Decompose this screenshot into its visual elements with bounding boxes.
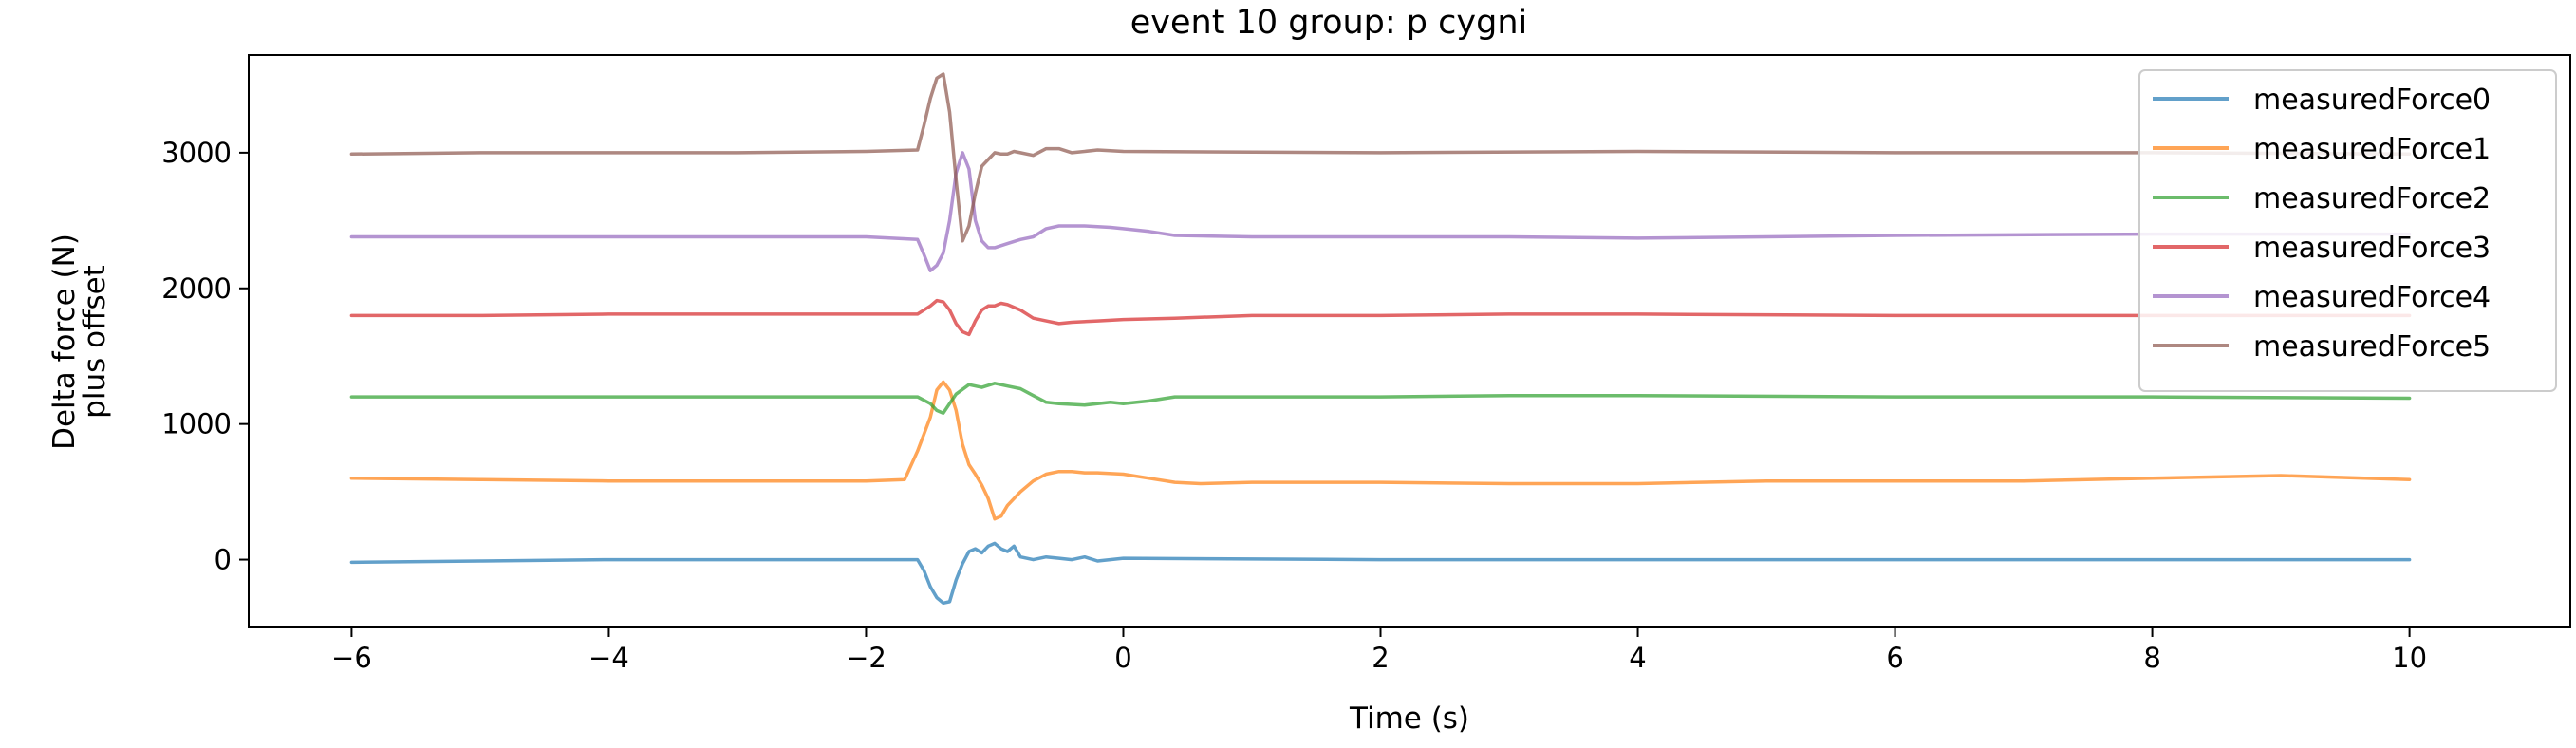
series-line-measuredForce4 <box>349 151 2412 272</box>
axes-frame <box>248 54 2571 628</box>
y-tick-label: 1000 <box>161 408 232 440</box>
legend-label-measuredForce5: measuredForce5 <box>2253 330 2491 364</box>
y-tick-label: 2000 <box>161 272 232 305</box>
x-tick-label: 4 <box>1629 642 1646 674</box>
x-tick-label: 2 <box>1372 642 1389 674</box>
legend-label-measuredForce4: measuredForce4 <box>2253 281 2491 314</box>
x-tick-label: −4 <box>588 642 629 674</box>
x-axis-title: Time (s) <box>1349 701 1469 736</box>
series-layer <box>349 72 2412 606</box>
y-tick-label: 3000 <box>161 137 232 169</box>
series-line-measuredForce2 <box>349 382 2412 415</box>
legend-label-measuredForce2: measuredForce2 <box>2253 182 2491 215</box>
legend-box <box>2138 69 2557 392</box>
x-tick-label: −2 <box>846 642 887 674</box>
legend-label-measuredForce0: measuredForce0 <box>2253 84 2491 117</box>
y-axis-title-group: Delta force (N) plus offset <box>47 234 112 450</box>
x-axis: −6 −4 −2 0 2 4 6 8 10 <box>331 627 2427 674</box>
y-axis: 0 1000 2000 3000 <box>161 137 249 576</box>
x-tick-label: 10 <box>2392 642 2427 674</box>
x-tick-label: −6 <box>331 642 372 674</box>
legend: measuredForce0 measuredForce1 measuredForc… <box>2138 69 2557 392</box>
series-line-measuredForce1 <box>349 380 2412 521</box>
series-line-measuredForce0 <box>349 541 2412 606</box>
y-axis-title-line2: plus offset <box>78 265 112 419</box>
x-tick-label: 0 <box>1114 642 1131 674</box>
legend-label-measuredForce3: measuredForce3 <box>2253 232 2491 265</box>
x-tick-label: 8 <box>2143 642 2160 674</box>
legend-label-measuredForce1: measuredForce1 <box>2253 133 2491 166</box>
chart-title: event 10 group: p cygni <box>1130 4 1527 42</box>
series-line-measuredForce3 <box>349 298 2412 337</box>
y-axis-title-line1: Delta force (N) <box>47 234 82 450</box>
series-line-measuredForce5 <box>349 72 2412 243</box>
y-tick-label: 0 <box>215 544 232 576</box>
x-tick-label: 6 <box>1886 642 1903 674</box>
plot-area <box>248 54 2571 628</box>
